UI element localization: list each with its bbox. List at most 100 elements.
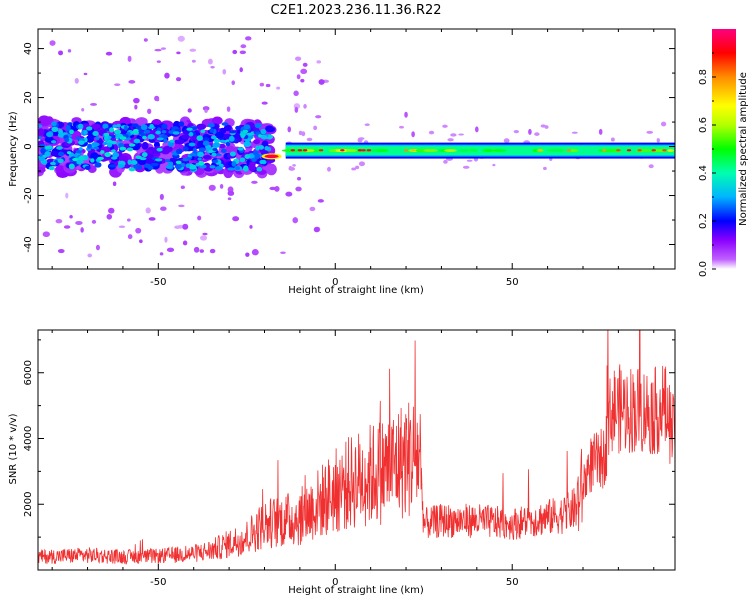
scattered-energy-blob bbox=[111, 149, 116, 153]
scattered-energy-blob bbox=[212, 148, 218, 152]
scattered-energy-blob bbox=[64, 137, 70, 143]
noise-speckle bbox=[191, 59, 196, 63]
scattered-energy-peak bbox=[169, 139, 175, 143]
scattered-energy-peak bbox=[133, 128, 139, 133]
band-highlight bbox=[468, 149, 479, 152]
band-peak bbox=[616, 149, 621, 152]
spectrogram-panel: -50 0 50 -40 -20 0 20 40 Height of straight … bbox=[8, 28, 676, 296]
scattered-energy-blob bbox=[215, 166, 223, 171]
scattered-energy-blob bbox=[200, 129, 206, 134]
scattered-energy-blob bbox=[254, 122, 262, 129]
band-highlight bbox=[546, 149, 564, 152]
band-highlight bbox=[457, 149, 470, 152]
noise-speckle bbox=[317, 199, 324, 203]
snr-frame bbox=[37, 329, 676, 571]
scattered-energy-blob bbox=[86, 135, 95, 143]
snr-series-line bbox=[38, 330, 675, 565]
noise-speckle bbox=[240, 44, 247, 49]
scattered-energy-peak bbox=[100, 150, 105, 154]
noise-speckle bbox=[148, 217, 156, 221]
noise-speckle bbox=[65, 192, 69, 199]
scattered-energy-blob bbox=[207, 123, 215, 128]
snr-ytick-label: 2000 bbox=[23, 492, 34, 517]
scattered-energy-peak bbox=[106, 142, 113, 148]
scattered-energy-blob bbox=[185, 163, 191, 169]
noise-speckle bbox=[503, 138, 510, 144]
scattered-energy-peak bbox=[242, 129, 249, 134]
scattered-energy-blob bbox=[84, 165, 91, 171]
scattered-energy-blob bbox=[202, 137, 210, 142]
scattered-energy-blob bbox=[67, 122, 73, 126]
scattered-energy-blob bbox=[225, 141, 231, 147]
scattered-energy-blob bbox=[86, 126, 93, 131]
noise-speckle bbox=[534, 132, 540, 136]
noise-speckle bbox=[232, 216, 240, 222]
spectrogram-xlabel: Height of straight line (km) bbox=[288, 285, 424, 296]
scattered-energy-blob bbox=[90, 158, 95, 163]
noise-speckle bbox=[193, 246, 200, 253]
noise-speckle bbox=[300, 78, 305, 83]
noise-speckle bbox=[227, 190, 235, 196]
scattered-energy-blob bbox=[167, 161, 174, 167]
noise-speckle bbox=[458, 133, 465, 136]
scattered-energy-blob bbox=[156, 137, 164, 141]
scattered-energy-blob bbox=[118, 155, 129, 162]
noise-speckle bbox=[90, 103, 98, 106]
noise-speckle bbox=[175, 77, 182, 82]
scattered-energy-blob bbox=[117, 164, 125, 168]
scattered-energy-peak bbox=[260, 135, 268, 140]
noise-speckle bbox=[134, 104, 138, 110]
scattered-energy-blob bbox=[239, 157, 246, 163]
scattered-energy-blob bbox=[164, 158, 171, 163]
scattered-energy-blob bbox=[108, 164, 117, 168]
scattered-energy-blob bbox=[50, 140, 57, 144]
noise-speckle bbox=[227, 197, 232, 201]
scattered-energy-blob bbox=[156, 147, 163, 152]
scattered-energy-blob bbox=[65, 124, 71, 131]
spectrogram-ytick-label: 20 bbox=[23, 91, 34, 104]
scattered-energy-peak bbox=[110, 140, 117, 145]
scattered-energy-blob bbox=[87, 143, 92, 149]
scattered-energy-blob bbox=[261, 140, 269, 148]
scattered-energy-blob bbox=[182, 157, 189, 162]
scattered-energy-peak bbox=[142, 135, 147, 140]
noise-speckle bbox=[105, 51, 113, 56]
scattered-energy-blob bbox=[255, 145, 260, 151]
noise-speckle bbox=[542, 166, 547, 170]
band-highlight bbox=[378, 149, 389, 152]
band-peak bbox=[538, 149, 543, 152]
scattered-energy-blob bbox=[44, 136, 54, 143]
noise-speckle bbox=[160, 206, 167, 211]
snr-ticks: 2000 4000 6000 bbox=[23, 330, 675, 570]
noise-speckle bbox=[164, 236, 168, 243]
band-peak bbox=[297, 149, 303, 152]
noise-speckle bbox=[300, 68, 308, 74]
noise-speckle bbox=[58, 50, 64, 56]
noise-speckle bbox=[91, 219, 97, 224]
snr-panel: 2000 4000 6000 -50 0 50 Height of straight… bbox=[8, 329, 676, 596]
band-peak bbox=[626, 149, 632, 152]
noise-speckle bbox=[288, 166, 296, 171]
scattered-energy-blob bbox=[220, 148, 227, 154]
scattered-energy-blob bbox=[143, 129, 151, 134]
band-spike bbox=[598, 128, 603, 135]
noise-speckle bbox=[81, 107, 85, 112]
noise-speckle bbox=[462, 165, 470, 169]
noise-speckle bbox=[55, 219, 63, 224]
scattered-energy-blob bbox=[102, 123, 109, 130]
scattered-energy-blob bbox=[91, 142, 100, 147]
scattered-energy-blob bbox=[163, 138, 168, 144]
band-peak bbox=[662, 149, 667, 152]
scattered-energy-blob bbox=[38, 128, 45, 136]
scattered-energy-blob bbox=[197, 151, 204, 158]
noise-speckle bbox=[306, 137, 313, 142]
scattered-energy-blob bbox=[172, 131, 180, 135]
scattered-energy-blob bbox=[127, 159, 132, 165]
colorbar-gradient bbox=[712, 29, 736, 269]
scattered-energy-blob bbox=[78, 147, 83, 151]
noise-speckle bbox=[232, 49, 238, 55]
scattered-energy-blob bbox=[123, 125, 128, 131]
noise-speckle bbox=[303, 104, 307, 109]
scattered-energy-blob bbox=[254, 153, 260, 160]
